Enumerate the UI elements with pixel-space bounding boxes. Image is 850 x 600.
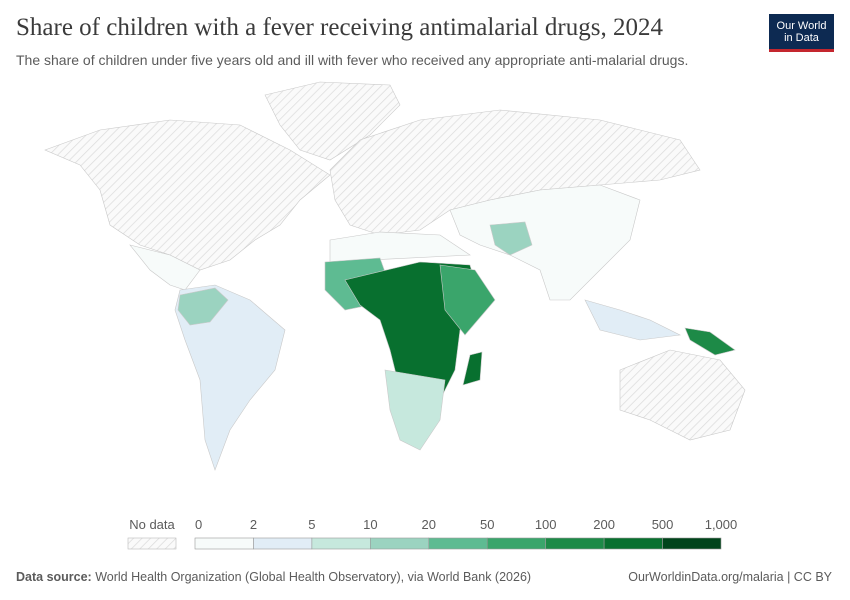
legend-bin	[370, 537, 430, 550]
legend-bin	[603, 537, 663, 550]
legend-bin	[662, 537, 722, 550]
greenland	[264, 81, 401, 161]
colombia-venezuela	[177, 287, 229, 326]
countries	[44, 81, 746, 471]
footer-source: Data source: World Health Organization (…	[16, 570, 531, 584]
logo[interactable]: Our World in Data	[769, 14, 834, 52]
source-label: Data source:	[16, 570, 92, 584]
legend-tick-label: 0	[195, 517, 202, 532]
papua-new-guinea	[684, 327, 736, 356]
logo-line: in Data	[784, 32, 819, 44]
map	[44, 81, 746, 471]
asia	[449, 184, 641, 301]
east-africa	[439, 264, 496, 336]
legend-tick-label: 100	[535, 517, 557, 532]
legend-tick-label: 50	[480, 517, 494, 532]
legend-tick-label: 2	[250, 517, 257, 532]
legend-bin	[486, 537, 546, 550]
legend-bin	[194, 537, 254, 550]
north-africa	[329, 231, 471, 263]
legend-no-data-swatch	[127, 537, 177, 550]
legend-bin	[545, 537, 605, 550]
legend-tick-label: 200	[593, 517, 615, 532]
legend: No data 0 2 5 10 20 50 100 200 500 1,000	[127, 517, 738, 550]
legend-bin	[428, 537, 488, 550]
afghanistan-pakistan	[489, 221, 533, 256]
madagascar	[462, 351, 483, 386]
title: Share of children with a fever receiving…	[16, 14, 663, 41]
legend-tick-label: 500	[652, 517, 674, 532]
legend-bin	[253, 537, 313, 550]
north-america	[44, 119, 331, 271]
logo-line: Our World	[776, 20, 827, 32]
south-america	[174, 284, 286, 471]
legend-tick-label: 5	[308, 517, 315, 532]
subtitle: The share of children under five years o…	[16, 52, 689, 68]
source: World Health Organization (Global Health…	[95, 570, 532, 584]
legend-bin	[311, 537, 371, 550]
footer-url[interactable]: OurWorldinData.org/malaria | CC BY	[628, 570, 832, 584]
legend-tick-label: 1,000	[705, 517, 738, 532]
southern-africa	[384, 369, 446, 451]
legend-tick-label: 20	[422, 517, 436, 532]
legend-no-data-label: No data	[129, 517, 175, 532]
australia	[619, 349, 746, 441]
southeast-asia	[584, 299, 682, 341]
legend-tick-label: 10	[363, 517, 377, 532]
